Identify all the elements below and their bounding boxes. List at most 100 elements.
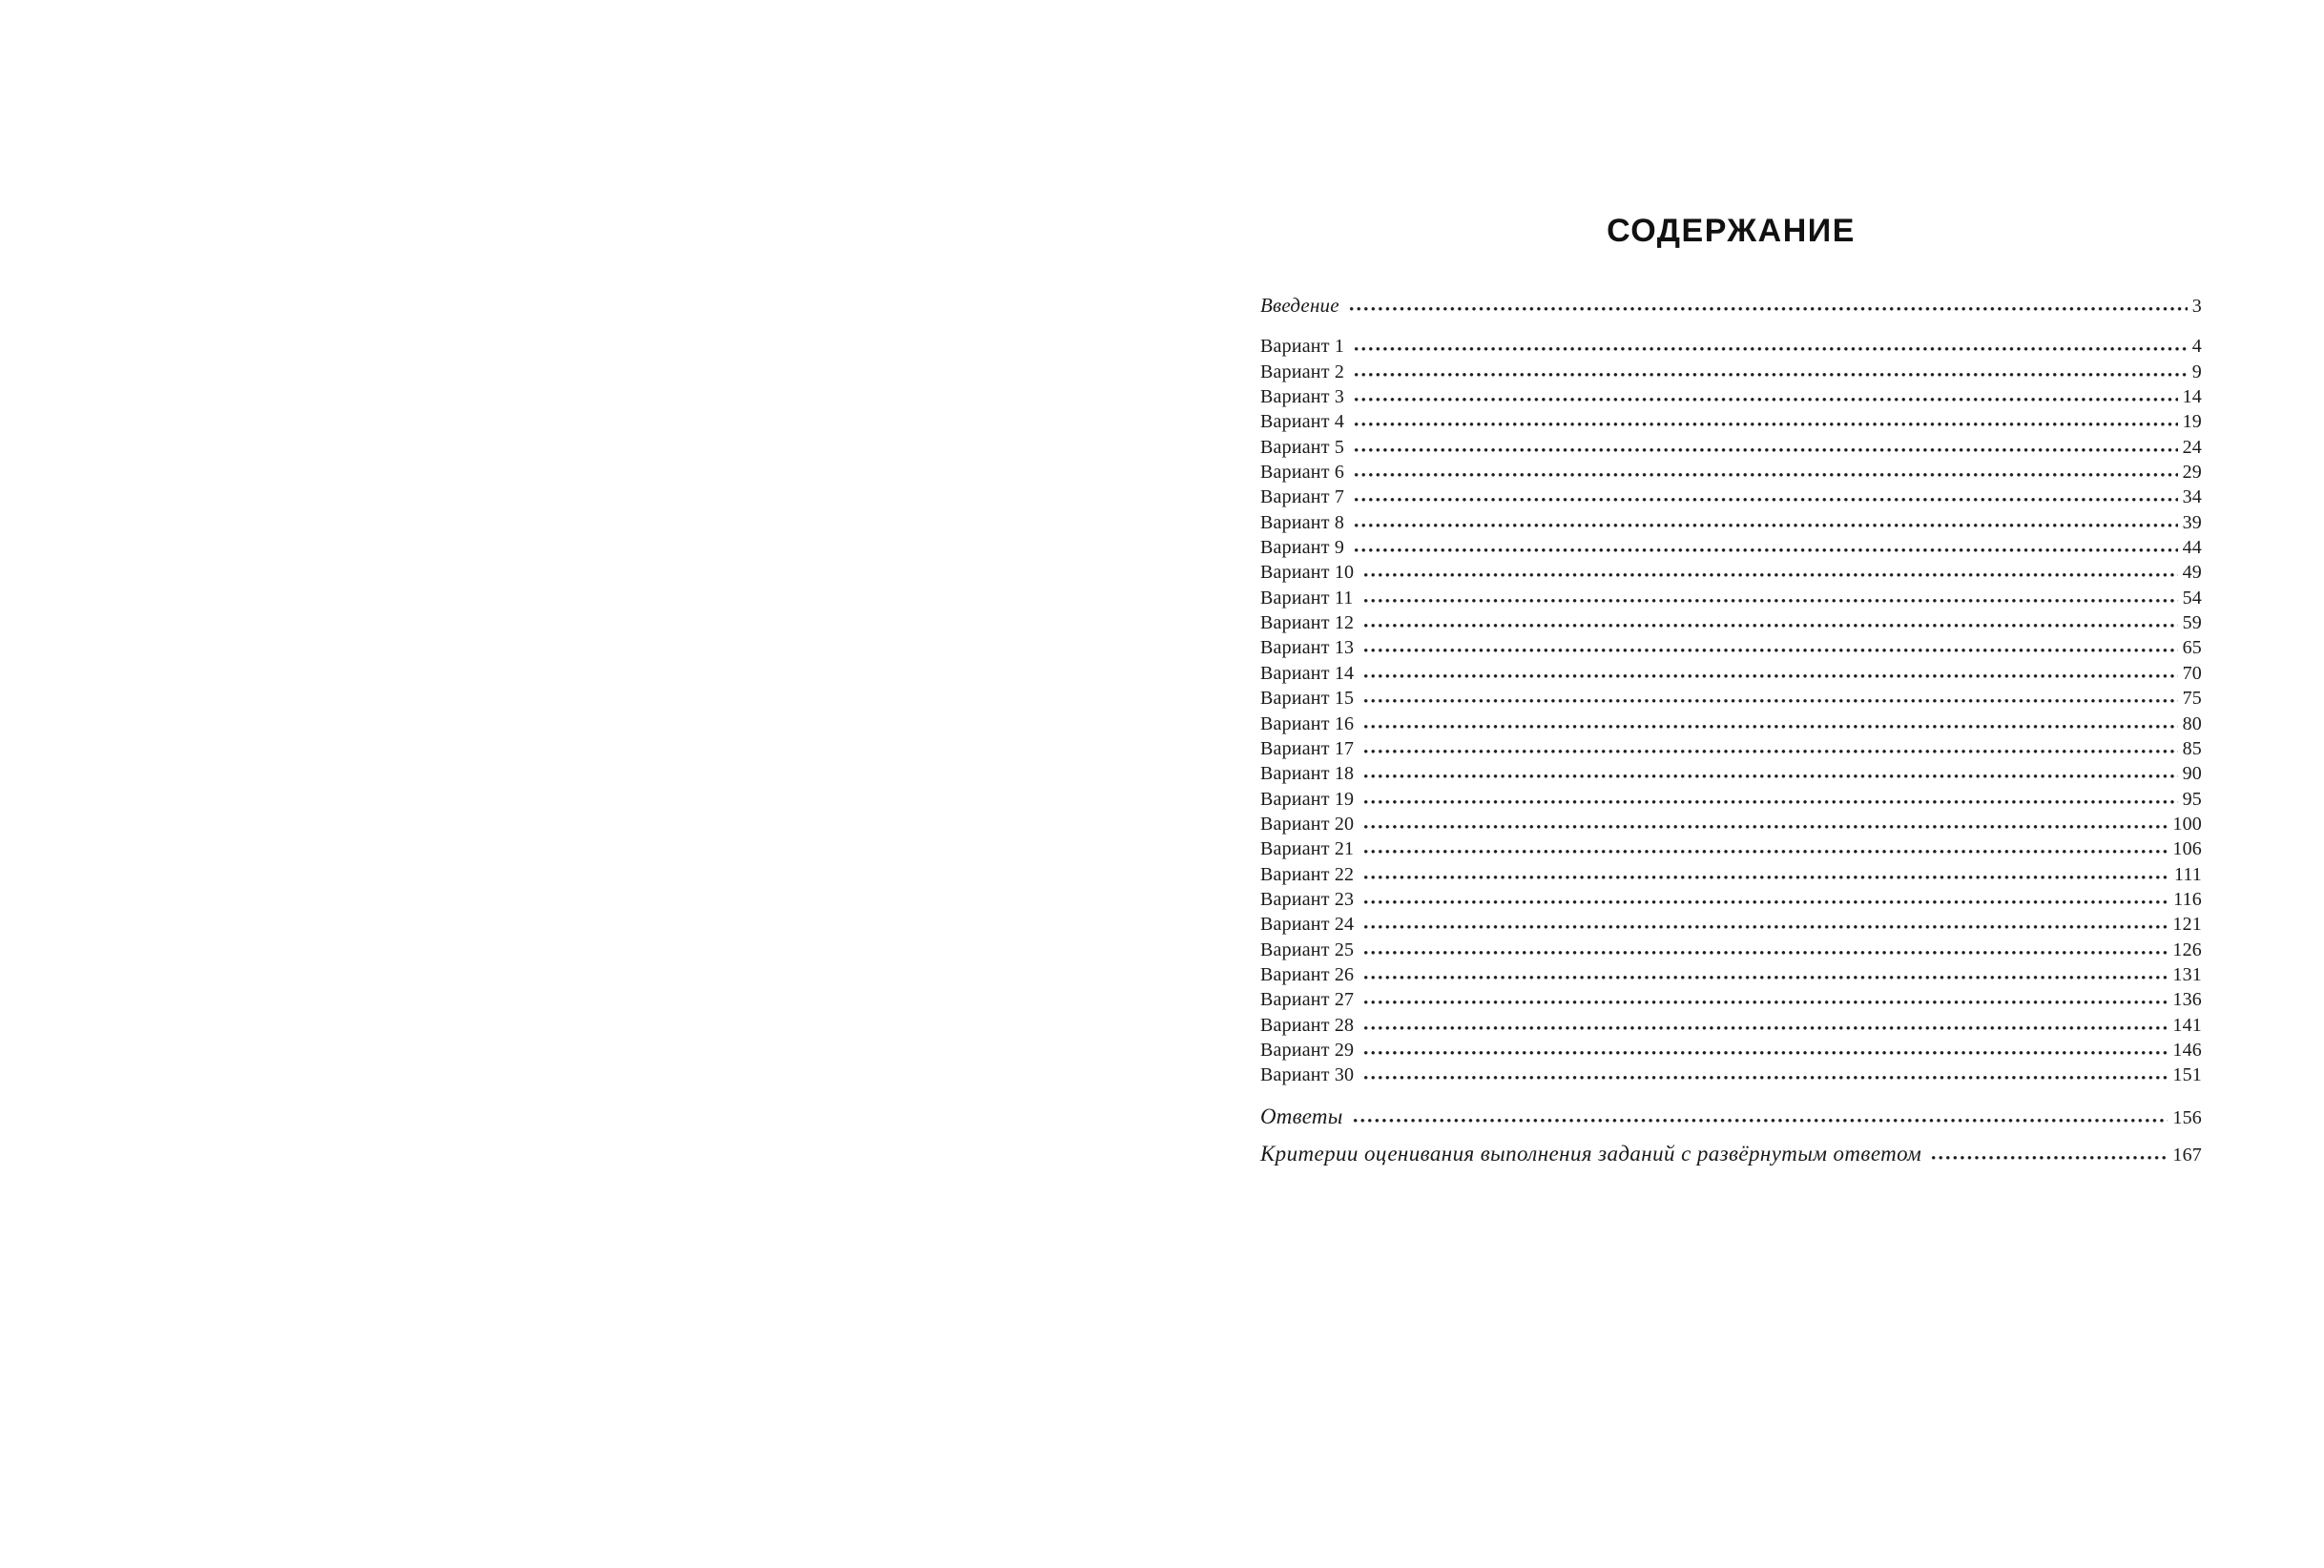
toc-entry: Вариант 22 111 [1260,862,2202,887]
toc-entry: Вариант 2 9 [1260,360,2202,384]
toc-entry-label: Вариант 18 [1260,763,1355,785]
dot-leader [1362,819,2168,830]
dot-leader [1353,418,2178,428]
toc-entry-page: 106 [2172,838,2202,860]
dot-leader [1353,393,2178,403]
toc-entry: Вариант 9 44 [1260,535,2202,560]
toc-entry-label: Вариант 16 [1260,712,1355,734]
toc-entry: Вариант 11 54 [1260,586,2202,610]
toc-entry-label: Вариант 28 [1260,1014,1355,1036]
toc-entry-page: 156 [2172,1106,2202,1128]
toc-entry-label: Вариант 9 [1260,537,1345,559]
toc-rows: Введение 3 Вариант 1 4 Вариант 2 9 Вариа… [1260,293,2202,1167]
dot-leader [1353,367,2188,378]
dot-leader [1362,920,2168,931]
toc-entry-page: 14 [2182,386,2202,408]
dot-leader [1353,443,2178,453]
dot-leader [1362,996,2168,1006]
toc-entry: Вариант 6 29 [1260,460,2202,485]
toc-entry-page: 100 [2172,813,2202,835]
toc-entry-page: 24 [2182,436,2202,458]
toc-entry: Введение 3 [1260,293,2202,319]
dot-leader [1351,1113,2168,1124]
toc-entry-page: 34 [2182,486,2202,508]
toc-entry-label: Вариант 17 [1260,737,1355,759]
toc-entry-page: 39 [2182,511,2202,533]
dot-leader [1362,845,2168,856]
toc-entry-label: Вариант 24 [1260,914,1355,936]
toc-entry: Ответы 156 [1260,1104,2202,1130]
toc-entry: Вариант 20 100 [1260,812,2202,836]
toc-entry-label: Вариант 29 [1260,1039,1355,1061]
toc-entry-label: Вариант 2 [1260,361,1345,382]
toc-entry: Вариант 23 116 [1260,887,2202,912]
toc-entry-label: Вариант 30 [1260,1064,1355,1086]
toc-entry-page: 65 [2182,637,2202,659]
toc-entry: Вариант 12 59 [1260,610,2202,635]
toc-entry-label: Вариант 23 [1260,888,1355,910]
dot-leader [1353,342,2188,353]
dot-leader [1362,669,2178,679]
dot-leader [1361,593,2178,604]
toc-entry-page: 4 [2191,336,2202,358]
toc-entry-page: 141 [2172,1014,2202,1036]
dot-leader [1353,518,2178,528]
toc-entry: Вариант 13 65 [1260,635,2202,660]
dot-leader [1362,1045,2168,1056]
dot-leader [1362,568,2178,579]
toc-entry-page: 90 [2182,763,2202,785]
dot-leader [1353,544,2178,554]
toc-entry-page: 49 [2182,562,2202,584]
toc-entry: Вариант 10 49 [1260,560,2202,585]
toc-entry-page: 111 [2173,863,2202,885]
toc-entry-page: 121 [2172,914,2202,936]
toc-entry-page: 131 [2172,963,2202,985]
toc-entry-label: Вариант 1 [1260,336,1345,358]
toc-entry-label: Вариант 12 [1260,612,1355,634]
toc-entry-page: 19 [2182,411,2202,433]
toc-entry: Вариант 4 19 [1260,409,2202,434]
toc-entry-label: Вариант 6 [1260,462,1345,484]
dot-leader [1362,770,2178,780]
toc-entry: Вариант 21 106 [1260,836,2202,861]
dot-leader [1353,468,2178,479]
dot-leader [1353,493,2178,504]
toc-entry-page: 136 [2172,989,2202,1011]
dot-leader [1362,1071,2168,1082]
toc-entry: Вариант 29 146 [1260,1038,2202,1063]
page-title: СОДЕРЖАНИЕ [1607,213,1856,249]
toc-entry-label: Вариант 20 [1260,813,1355,835]
toc-entry-page: 3 [2191,296,2202,317]
toc-entry: Вариант 24 121 [1260,912,2202,937]
toc-entry-label: Вариант 3 [1260,386,1345,408]
toc-entry-label: Вариант 21 [1260,838,1355,860]
toc-entry: Вариант 18 90 [1260,761,2202,786]
toc-entry-label: Вариант 19 [1260,788,1355,810]
toc-entry: Вариант 16 80 [1260,712,2202,736]
toc-entry-label: Вариант 27 [1260,989,1355,1011]
toc-entry-label: Вариант 15 [1260,688,1355,710]
toc-entry-label: Вариант 14 [1260,662,1355,684]
toc-entry: Вариант 26 131 [1260,962,2202,987]
dot-leader [1930,1151,2168,1161]
toc-entry: Вариант 5 24 [1260,435,2202,460]
toc-entry-label: Вариант 5 [1260,436,1345,458]
toc-entry-page: 75 [2182,688,2202,710]
toc-entry-label: Критерии оценивания выполнения заданий с… [1260,1142,1922,1166]
toc-entry-page: 151 [2172,1064,2202,1086]
toc-entry-page: 126 [2172,939,2202,960]
dot-leader [1362,945,2168,956]
toc-entry: Вариант 3 14 [1260,384,2202,409]
toc-entry-label: Ответы [1260,1104,1343,1128]
toc-entry-page: 167 [2172,1145,2202,1166]
toc-entry: Вариант 27 136 [1260,987,2202,1012]
toc-entry-page: 44 [2182,537,2202,559]
dot-leader [1362,644,2178,654]
toc-entry-label: Вариант 13 [1260,637,1355,659]
toc-entry: Вариант 8 39 [1260,510,2202,535]
toc-entry: Вариант 1 4 [1260,334,2202,359]
toc-entry-page: 95 [2182,788,2202,810]
toc-entry-page: 85 [2182,737,2202,759]
toc-entry-page: 70 [2182,662,2202,684]
toc-entry-page: 80 [2182,712,2202,734]
